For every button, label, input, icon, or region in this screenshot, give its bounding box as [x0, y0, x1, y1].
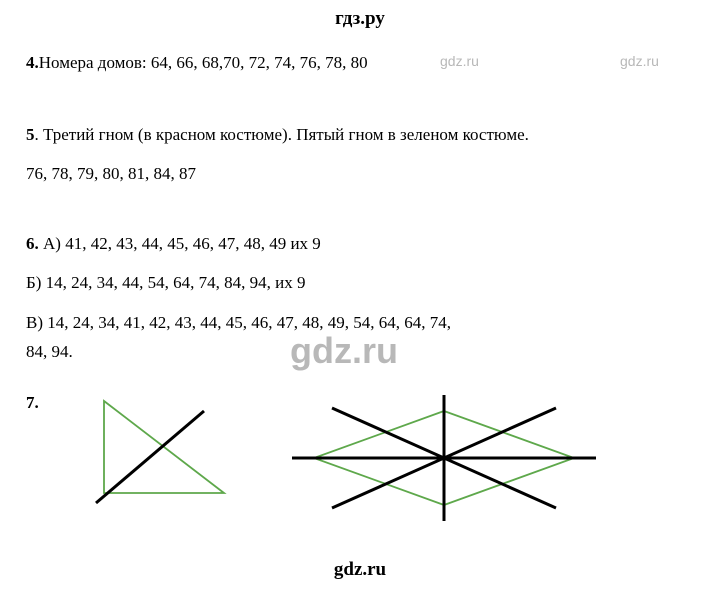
q4-line: 4. Номера домов: 64, 66, 68,70, 72, 74, … — [26, 50, 694, 76]
figures-container — [74, 393, 604, 523]
q4-label: 4. — [26, 50, 39, 76]
footer-title: gdz.ru — [0, 559, 720, 581]
q5-text: . Третий гном (в красном костюме). Пятый… — [35, 125, 529, 144]
figure-rhombus — [284, 393, 604, 523]
q5-label: 5 — [26, 125, 35, 144]
q5-line1: 5. Третий гном (в красном костюме). Пяты… — [26, 122, 694, 148]
content: 4. Номера домов: 64, 66, 68,70, 72, 74, … — [0, 50, 720, 523]
watermark-top-1: gdz.ru — [440, 53, 479, 69]
watermark-center: gdz.ru — [290, 330, 398, 372]
watermark-top-2: gdz.ru — [620, 53, 659, 69]
q6-label: 6. — [26, 234, 39, 253]
q6-a-text: А) 41, 42, 43, 44, 45, 46, 47, 48, 49 их… — [39, 234, 321, 253]
q7-row: 7. — [26, 393, 694, 523]
q6-a: 6. А) 41, 42, 43, 44, 45, 46, 47, 48, 49… — [26, 231, 694, 257]
q6-b: Б) 14, 24, 34, 44, 54, 64, 74, 84, 94, и… — [26, 270, 694, 296]
page-title: гдз.ру — [0, 0, 720, 36]
q7-label: 7. — [26, 393, 74, 413]
figure-triangle — [74, 393, 244, 508]
q4-text: Номера домов: 64, 66, 68,70, 72, 74, 76,… — [39, 50, 368, 76]
q5-line2: 76, 78, 79, 80, 81, 84, 87 — [26, 161, 694, 187]
